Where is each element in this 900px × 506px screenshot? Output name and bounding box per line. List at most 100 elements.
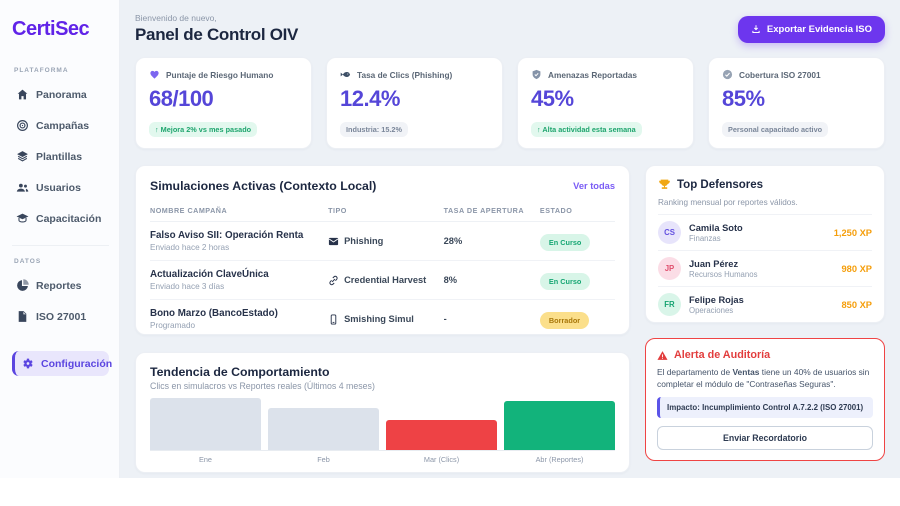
axis-label: Ene xyxy=(199,455,212,464)
stat-value: 85% xyxy=(722,86,765,111)
sidebar-item-campanas[interactable]: Campañas xyxy=(12,113,109,138)
phone-icon xyxy=(328,313,339,325)
stat-card-amenazas: Amenazas Reportadas 45% ↑ Alta actividad… xyxy=(517,57,694,149)
file-icon xyxy=(16,310,29,323)
campaign-type: Credential Harvest xyxy=(344,275,427,285)
shield-icon xyxy=(531,69,542,80)
download-icon xyxy=(751,24,761,34)
link-icon xyxy=(328,275,339,286)
bar-feb xyxy=(268,408,379,450)
column-header: TASA DE APERTURA xyxy=(443,206,525,215)
sidebar-item-usuarios[interactable]: Usuarios xyxy=(12,175,109,200)
brand-logo: CertiSec xyxy=(12,18,90,40)
sidebar-item-label: Panorama xyxy=(36,88,87,101)
sidebar-item-panorama[interactable]: Panorama xyxy=(12,82,109,107)
chart-subtitle: Clics en simulacros vs Reportes reales (… xyxy=(150,381,375,391)
sidebar: CertiSec PLATAFORMA Panorama Campañas Pl… xyxy=(0,0,120,478)
open-rate: - xyxy=(443,314,447,324)
graduation-cap-icon xyxy=(16,212,29,225)
check-circle-icon xyxy=(722,69,733,80)
campaign-name: Actualización ClaveÚnica xyxy=(150,269,269,280)
envelope-icon xyxy=(328,236,339,247)
content-grid: Simulaciones Activas (Contexto Local) Ve… xyxy=(135,165,885,473)
simulations-title: Simulaciones Activas (Contexto Local) xyxy=(150,179,377,193)
status-badge: En Curso xyxy=(539,272,591,290)
send-reminder-button[interactable]: Enviar Recordatorio xyxy=(657,426,873,451)
table-header-row: NOMBRE CAMPAÑA TIPO TASA DE APERTURA EST… xyxy=(150,199,615,222)
sidebar-item-label: Plantillas xyxy=(36,150,83,163)
stat-label: Amenazas Reportadas xyxy=(548,69,637,80)
campaign-type: Phishing xyxy=(344,236,384,246)
stat-label: Tasa de Clics (Phishing) xyxy=(357,69,453,80)
axis-label: Feb xyxy=(317,455,330,464)
defender-name: Juan Pérez xyxy=(689,258,739,269)
bar-chart-labels: Ene Feb Mar (Clics) Abr (Reportes) xyxy=(150,450,615,464)
stat-value: 68/100 xyxy=(149,86,214,111)
defender-list-item: FR Felipe Rojas Operaciones 850 XP xyxy=(658,287,872,322)
layers-icon xyxy=(16,150,29,163)
bar-ene xyxy=(150,398,261,450)
sidebar-item-plantillas[interactable]: Plantillas xyxy=(12,144,109,169)
sidebar-item-label: Usuarios xyxy=(36,181,81,194)
sidebar-item-label: Reportes xyxy=(36,279,82,292)
stat-value: 45% xyxy=(531,86,574,111)
trophy-icon xyxy=(658,178,671,191)
sidebar-item-configuracion[interactable]: Configuración xyxy=(12,351,112,376)
main-content: Bienvenido de nuevo, Panel de Control OI… xyxy=(120,0,900,478)
campaign-subtitle: Enviado hace 3 días xyxy=(150,282,225,291)
sidebar-section-plataforma: PLATAFORMA xyxy=(14,67,69,74)
simulations-card: Simulaciones Activas (Contexto Local) Ve… xyxy=(135,165,630,335)
stat-card-riesgo-humano: Puntaje de Riesgo Humano 68/100 ↑ Mejora… xyxy=(135,57,312,149)
export-button-label: Exportar Evidencia ISO xyxy=(766,23,872,35)
sidebar-item-label: Campañas xyxy=(36,119,90,132)
stat-badge: Industria: 15.2% xyxy=(340,122,408,137)
audit-alert-card: Alerta de Auditoría El departamento de V… xyxy=(645,338,885,462)
campaign-subtitle: Programado xyxy=(150,321,196,330)
page-header: Bienvenido de nuevo, Panel de Control OI… xyxy=(135,13,885,45)
fish-icon xyxy=(340,69,351,80)
column-header: TIPO xyxy=(328,206,347,215)
export-evidence-button[interactable]: Exportar Evidencia ISO xyxy=(737,15,885,43)
status-badge: En Curso xyxy=(539,233,591,251)
defender-name: Camila Soto xyxy=(689,222,743,233)
stat-badge: Personal capacitado activo xyxy=(722,122,829,137)
content-right-column: Top Defensores Ranking mensual por repor… xyxy=(645,165,885,473)
alert-body: El departamento de Ventas tiene un 40% d… xyxy=(657,367,870,390)
defender-xp: 850 XP xyxy=(841,299,873,310)
home-icon xyxy=(16,88,29,101)
view-all-link[interactable]: Ver todas xyxy=(573,181,615,191)
open-rate: 28% xyxy=(443,236,463,246)
header-titles: Bienvenido de nuevo, Panel de Control OI… xyxy=(135,13,298,45)
defender-dept: Recursos Humanos xyxy=(689,269,758,279)
gear-icon xyxy=(21,357,34,370)
page-title: Panel de Control OIV xyxy=(135,25,299,44)
column-header: ESTADO xyxy=(539,206,573,215)
defender-dept: Operaciones xyxy=(689,305,734,315)
welcome-text: Bienvenido de nuevo, xyxy=(135,13,217,23)
stat-badge: ↑ Mejora 2% vs mes pasado xyxy=(149,122,258,137)
defenders-subtitle: Ranking mensual por reportes válidos. xyxy=(658,198,872,215)
top-defenders-card: Top Defensores Ranking mensual por repor… xyxy=(645,165,885,323)
campaign-name: Falso Aviso SII: Operación Renta xyxy=(150,230,304,241)
sidebar-item-iso27001[interactable]: ISO 27001 xyxy=(12,304,109,329)
defender-name: Felipe Rojas xyxy=(689,294,744,305)
alert-title: Alerta de Auditoría xyxy=(674,349,771,361)
target-icon xyxy=(16,119,29,132)
bar-mar-clics xyxy=(386,420,497,450)
defender-dept: Finanzas xyxy=(689,233,721,243)
sidebar-item-capacitacion[interactable]: Capacitación xyxy=(12,206,109,231)
table-row[interactable]: Bono Marzo (BancoEstado) Programado Smis… xyxy=(150,300,615,338)
table-row[interactable]: Falso Aviso SII: Operación Renta Enviado… xyxy=(150,222,615,261)
table-row[interactable]: Actualización ClaveÚnica Enviado hace 3 … xyxy=(150,261,615,300)
defender-xp: 980 XP xyxy=(841,263,873,274)
stat-label: Cobertura ISO 27001 xyxy=(739,69,821,80)
pie-chart-icon xyxy=(16,279,29,292)
defenders-title: Top Defensores xyxy=(677,178,764,191)
stat-badge: ↑ Alta actividad esta semana xyxy=(531,122,642,137)
column-header: NOMBRE CAMPAÑA xyxy=(150,206,228,215)
stat-label: Puntaje de Riesgo Humano xyxy=(166,69,274,80)
users-icon xyxy=(16,181,29,194)
avatar: FR xyxy=(658,293,681,316)
campaign-name: Bono Marzo (BancoEstado) xyxy=(150,308,278,319)
sidebar-item-reportes[interactable]: Reportes xyxy=(12,273,109,298)
